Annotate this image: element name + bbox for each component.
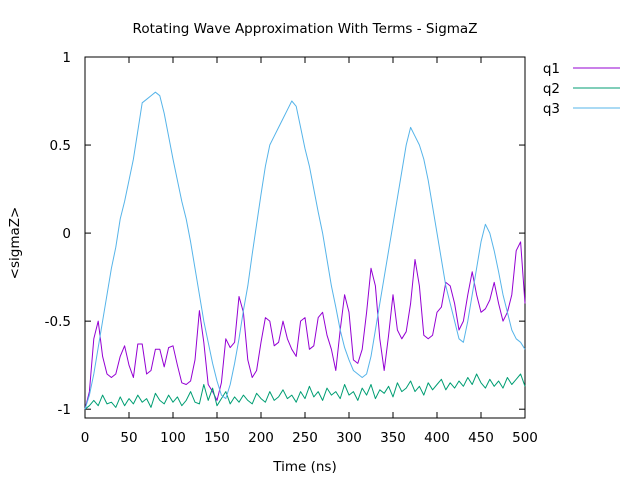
legend-label-q2: q2: [543, 81, 560, 97]
y-tick-label: 0: [62, 226, 71, 242]
x-tick-label: 100: [160, 430, 186, 446]
legend-label-q3: q3: [543, 101, 560, 117]
legend: q1 q2 q3: [543, 61, 620, 117]
y-tick-label: -1: [58, 402, 71, 418]
x-tick-label: 200: [248, 430, 274, 446]
y-tick-label: 0.5: [50, 138, 71, 154]
x-tick-label: 300: [336, 430, 362, 446]
x-tick-label: 400: [424, 430, 450, 446]
x-tick-label: 0: [81, 430, 90, 446]
x-tick-label: 350: [380, 430, 406, 446]
x-tick-label: 500: [512, 430, 538, 446]
plot-layer: 0 50 100 150 200 250 300 350 400 450 500 1 0.5 0 -0.5 -…: [45, 50, 538, 446]
series-line-q2: [84, 373, 526, 410]
y-tick-label: -0.5: [45, 314, 71, 330]
x-tick-label: 450: [468, 430, 494, 446]
series-line-q3: [84, 91, 526, 410]
series-line-q1: [84, 241, 526, 410]
y-tick-label: 1: [62, 50, 71, 66]
y-axis-label: <sigmaZ>: [7, 207, 23, 280]
x-tick-label: 250: [292, 430, 318, 446]
chart-title: Rotating Wave Approximation With Terms -…: [133, 21, 478, 37]
x-tick-label: 150: [204, 430, 230, 446]
plot-frame: [84, 56, 526, 419]
legend-label-q1: q1: [543, 61, 560, 77]
x-tick-label: 50: [120, 430, 137, 446]
x-axis-label: Time (ns): [272, 459, 336, 475]
